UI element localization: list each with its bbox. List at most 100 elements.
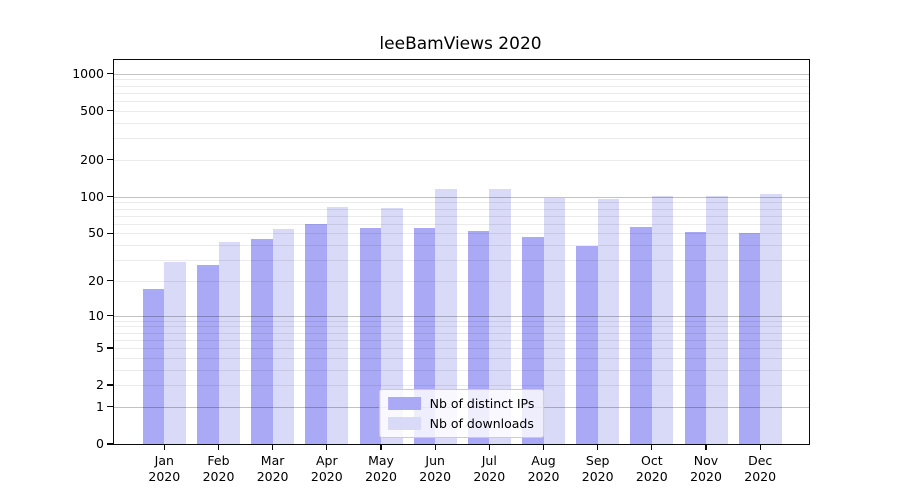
x-tick-label-year: 2020 <box>527 469 560 484</box>
x-tick-label: Aug 2020 <box>509 453 579 485</box>
bar-dec-nb-of-downloads <box>760 193 782 444</box>
bar-may-nb-of-distinct-ips <box>359 228 381 444</box>
x-tick-label: Apr 2020 <box>292 453 362 485</box>
x-tick <box>326 444 328 450</box>
bar-oct-nb-of-downloads <box>651 196 674 444</box>
legend-swatch-distinct-ips <box>387 397 421 410</box>
bar-may-nb-of-downloads <box>381 207 403 444</box>
plot-area: Nb of distinct IPs Nb of downloads 0 1 2 5 1… <box>72 59 810 484</box>
x-tick <box>271 444 274 450</box>
gridline-minor <box>114 245 809 246</box>
gridline-minor <box>114 138 809 140</box>
x-tick <box>217 444 220 450</box>
y-tick <box>107 406 113 408</box>
gridline-major <box>114 196 809 198</box>
x-tick-label-year: 2020 <box>419 469 452 484</box>
bar-sep-nb-of-downloads <box>597 199 620 444</box>
gridline-minor <box>114 92 809 94</box>
gridline-minor <box>114 280 809 282</box>
legend-item-distinct-ips: Nb of distinct IPs <box>387 396 535 411</box>
gridline-major <box>114 73 809 75</box>
x-tick-label: Jan 2020 <box>129 453 199 485</box>
bar-dec-nb-of-distinct-ips <box>738 233 761 444</box>
gridline-minor <box>114 215 809 217</box>
y-tick-label: 5 <box>96 339 104 355</box>
x-tick-label-year: 2020 <box>473 469 506 484</box>
x-tick-label-year: 2020 <box>202 469 235 484</box>
gridline-minor <box>114 357 809 359</box>
x-tick-label-year: 2020 <box>148 469 181 484</box>
x-tick-label-year: 2020 <box>581 469 614 484</box>
y-tick <box>107 384 113 386</box>
legend: Nb of distinct IPs Nb of downloads <box>378 389 545 438</box>
x-tick-label-year: 2020 <box>365 469 397 484</box>
y-tick <box>107 159 113 161</box>
y-tick-label: 0 <box>96 435 104 451</box>
x-tick-label-year: 2020 <box>744 469 777 484</box>
bar-nov-nb-of-downloads <box>706 195 728 444</box>
gridline-minor <box>114 320 809 322</box>
x-tick-label: Feb 2020 <box>184 453 254 485</box>
gridline-minor <box>114 233 809 235</box>
y-tick <box>107 314 113 317</box>
gridline-minor <box>114 101 809 102</box>
x-tick <box>759 444 761 450</box>
y-tick-label: 2 <box>96 376 104 392</box>
bar-mar-nb-of-distinct-ips <box>251 238 273 444</box>
x-tick-label: Sep 2020 <box>563 453 633 485</box>
bar-apr-nb-of-distinct-ips <box>305 223 327 444</box>
x-tick-label: Nov 2020 <box>671 453 741 485</box>
bar-apr-nb-of-downloads <box>326 207 349 444</box>
x-tick <box>542 444 545 450</box>
gridline-minor <box>114 110 809 112</box>
bar-aug-nb-of-downloads <box>543 197 565 444</box>
legend-label-distinct-ips: Nb of distinct IPs <box>429 396 535 411</box>
bar-jan-nb-of-distinct-ips <box>142 289 165 444</box>
x-tick-label: Dec 2020 <box>725 453 795 485</box>
y-tick-label: 1000 <box>72 65 104 81</box>
gridline-major <box>114 315 809 317</box>
bar-jan-nb-of-downloads <box>164 261 186 444</box>
x-tick-label-year: 2020 <box>635 469 668 484</box>
gridline-minor <box>114 259 809 261</box>
x-tick-label-year: 2020 <box>256 469 289 484</box>
y-tick-label: 200 <box>80 151 104 167</box>
gridline-minor <box>114 208 809 210</box>
x-tick-label: May 2020 <box>346 453 416 485</box>
bar-mar-nb-of-downloads <box>272 229 295 444</box>
y-tick-label: 1 <box>96 398 104 414</box>
y-tick <box>107 280 113 282</box>
gridline-minor <box>114 339 809 341</box>
y-tick-label: 10 <box>88 307 104 323</box>
gridline-minor <box>114 385 809 387</box>
gridline-minor <box>114 369 809 371</box>
gridline-minor <box>114 79 809 81</box>
gridline-minor <box>114 122 809 124</box>
bar-sep-nb-of-distinct-ips <box>576 246 598 444</box>
y-tick <box>107 73 113 75</box>
bar-jun-nb-of-downloads <box>435 189 457 444</box>
gridline-minor <box>114 85 809 87</box>
chart-title: leeBamViews 2020 <box>379 34 542 54</box>
x-tick-label: Oct 2020 <box>617 453 687 485</box>
gridline-minor <box>114 348 809 349</box>
gridline-minor <box>114 332 809 334</box>
legend-label-downloads: Nb of downloads <box>429 416 534 431</box>
gridline-minor <box>114 202 809 204</box>
legend-item-downloads: Nb of downloads <box>387 416 535 431</box>
y-tick-label: 50 <box>88 225 104 241</box>
x-tick-label-year: 2020 <box>690 469 722 484</box>
x-tick <box>651 444 653 450</box>
x-tick-label: Mar 2020 <box>238 453 308 485</box>
y-tick <box>107 347 113 349</box>
legend-swatch-downloads <box>387 417 421 430</box>
x-tick-label-year: 2020 <box>310 469 343 484</box>
y-tick-label: 100 <box>80 188 104 204</box>
bar-feb-nb-of-downloads <box>218 242 240 444</box>
y-tick <box>107 443 113 445</box>
x-tick <box>597 444 599 450</box>
x-tick <box>163 444 165 450</box>
y-tick <box>107 232 113 234</box>
x-tick <box>488 444 490 450</box>
